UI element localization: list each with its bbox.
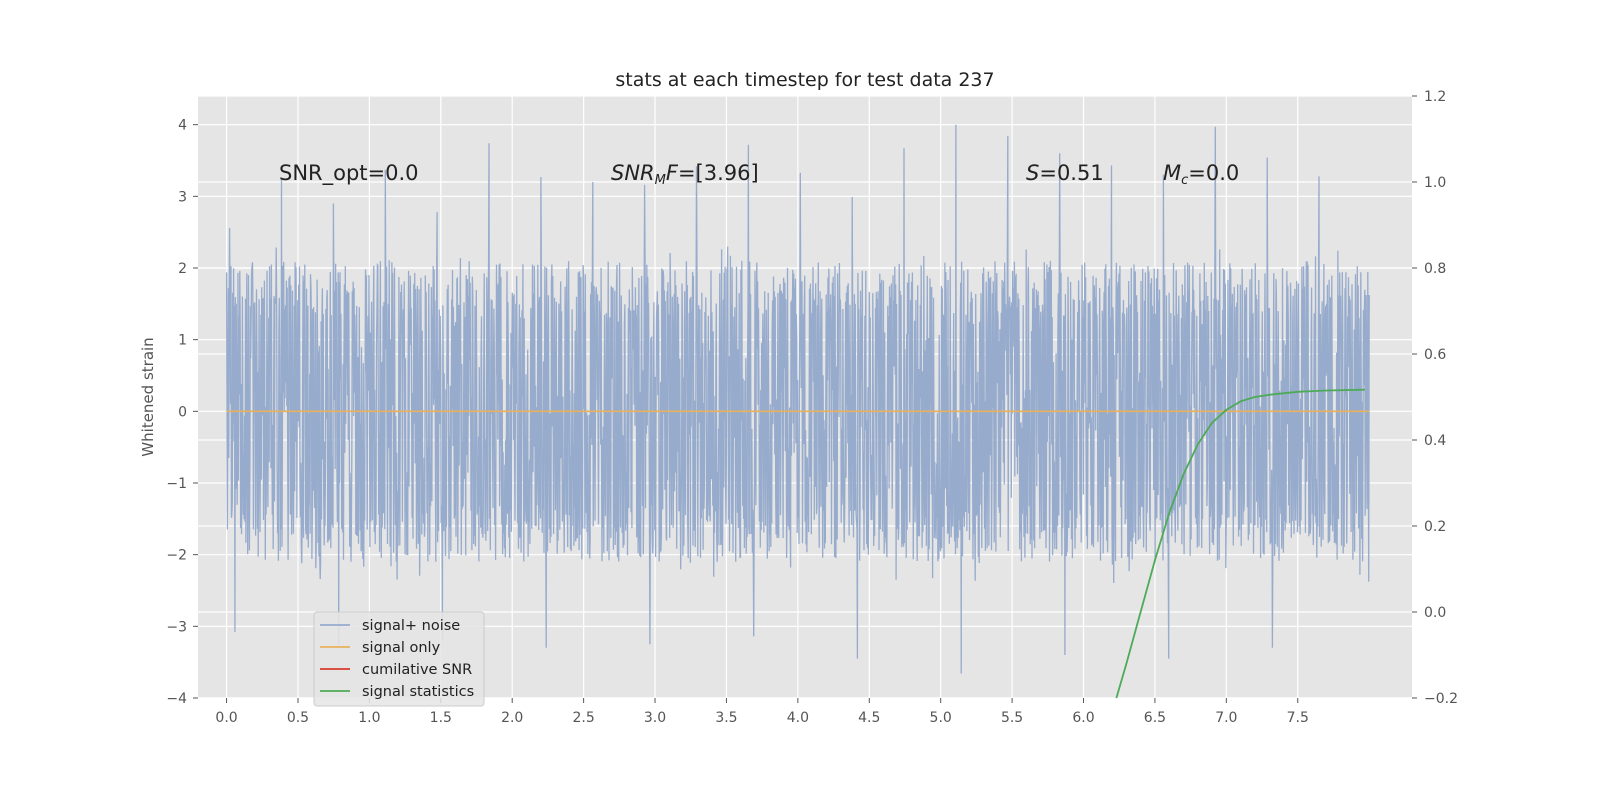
annotation-mc-var: M bbox=[1163, 161, 1181, 185]
annotation-s-value: =0.51 bbox=[1039, 161, 1103, 185]
y-tick-label: 2 bbox=[178, 261, 187, 277]
annotation-snr-opt: SNR_opt=0.0 bbox=[279, 161, 419, 186]
legend-label-cumilative-snr: cumilative SNR bbox=[362, 662, 472, 678]
x-tick-label: 3.0 bbox=[644, 710, 666, 726]
y2-tick-label: 0.8 bbox=[1424, 261, 1446, 277]
x-tick-label: 5.5 bbox=[1001, 710, 1023, 726]
x-tick-label: 0.5 bbox=[287, 710, 309, 726]
annotation-s-var: S bbox=[1026, 161, 1039, 185]
y2-axis-ticks: −0.2 0.0 0.2 0.4 0.6 0.8 1.0 1.2 bbox=[1412, 89, 1458, 707]
legend-label-signal-statistics: signal statistics bbox=[362, 684, 474, 700]
x-tick-label: 5.0 bbox=[930, 710, 952, 726]
x-tick-label: 6.5 bbox=[1144, 710, 1166, 726]
legend-box bbox=[313, 611, 485, 707]
x-tick-label: 4.0 bbox=[787, 710, 809, 726]
y2-tick-label: −0.2 bbox=[1424, 691, 1458, 707]
annotation-snr-mf-main: SNR bbox=[611, 161, 655, 185]
y-axis-ticks: −4 −3 −2 −1 0 1 2 3 4 bbox=[166, 118, 198, 707]
y-tick-label: 4 bbox=[178, 118, 187, 134]
y-tick-label: −3 bbox=[166, 619, 187, 635]
x-tick-label: 4.5 bbox=[858, 710, 880, 726]
y2-tick-label: 0.6 bbox=[1424, 347, 1446, 363]
annotation-s: S=0.51 bbox=[1026, 161, 1104, 185]
signal-noise-series bbox=[225, 124, 1370, 674]
overlay-series bbox=[226, 388, 1370, 699]
x-tick-label: 1.0 bbox=[358, 710, 380, 726]
signal-statistics-line bbox=[1115, 388, 1365, 699]
annotation-snr-mf: SNRMF=[3.96] bbox=[611, 161, 759, 188]
x-tick-label: 6.0 bbox=[1072, 710, 1094, 726]
x-tick-label: 1.5 bbox=[430, 710, 452, 726]
annotation-snr-mf-value: =[3.96] bbox=[678, 161, 759, 185]
chart-title: stats at each timestep for test data 237 bbox=[615, 69, 994, 91]
x-tick-label: 2.0 bbox=[501, 710, 523, 726]
y2-tick-label: 1.0 bbox=[1424, 175, 1446, 191]
annotation-mc-sub: c bbox=[1181, 173, 1188, 188]
signal-noise-line bbox=[225, 124, 1370, 674]
annotation-snr-mf-var: F bbox=[666, 161, 679, 185]
annotations: SNR_opt=0.0 SNRMF=[3.96] S=0.51 Mc=0.0 bbox=[279, 161, 1239, 188]
y-tick-label: −4 bbox=[166, 691, 187, 707]
annotation-mc: Mc=0.0 bbox=[1163, 161, 1239, 188]
x-tick-label: 2.5 bbox=[572, 710, 594, 726]
x-tick-label: 3.5 bbox=[715, 710, 737, 726]
y-tick-label: −1 bbox=[166, 476, 187, 492]
y-tick-label: −2 bbox=[166, 548, 187, 564]
y2-tick-label: 0.0 bbox=[1424, 605, 1446, 621]
x-axis-ticks: 0.0 0.5 1.0 1.5 2.0 2.5 3.0 3.5 4.0 4.5 5.0 5.5 6.0 6… bbox=[215, 698, 1309, 726]
y2-tick-label: 0.4 bbox=[1424, 433, 1446, 449]
y2-tick-label: 1.2 bbox=[1424, 89, 1446, 105]
x-tick-label: 7.5 bbox=[1287, 710, 1309, 726]
y-tick-label: 0 bbox=[178, 404, 187, 420]
y-tick-label: 1 bbox=[178, 333, 187, 349]
y2-tick-label: 0.2 bbox=[1424, 519, 1446, 535]
legend: signal+ noise signal only cumilative SNR… bbox=[313, 611, 485, 707]
x-tick-label: 0.0 bbox=[215, 710, 237, 726]
legend-label-signal-only: signal only bbox=[362, 640, 441, 656]
legend-label-signal-noise: signal+ noise bbox=[362, 618, 460, 634]
annotation-mc-value: =0.0 bbox=[1188, 161, 1239, 185]
x-tick-label: 7.0 bbox=[1215, 710, 1237, 726]
y-tick-label: 3 bbox=[178, 189, 187, 205]
annotation-snr-mf-sub: M bbox=[655, 173, 666, 188]
y-axis-label: Whitened strain bbox=[139, 337, 157, 456]
